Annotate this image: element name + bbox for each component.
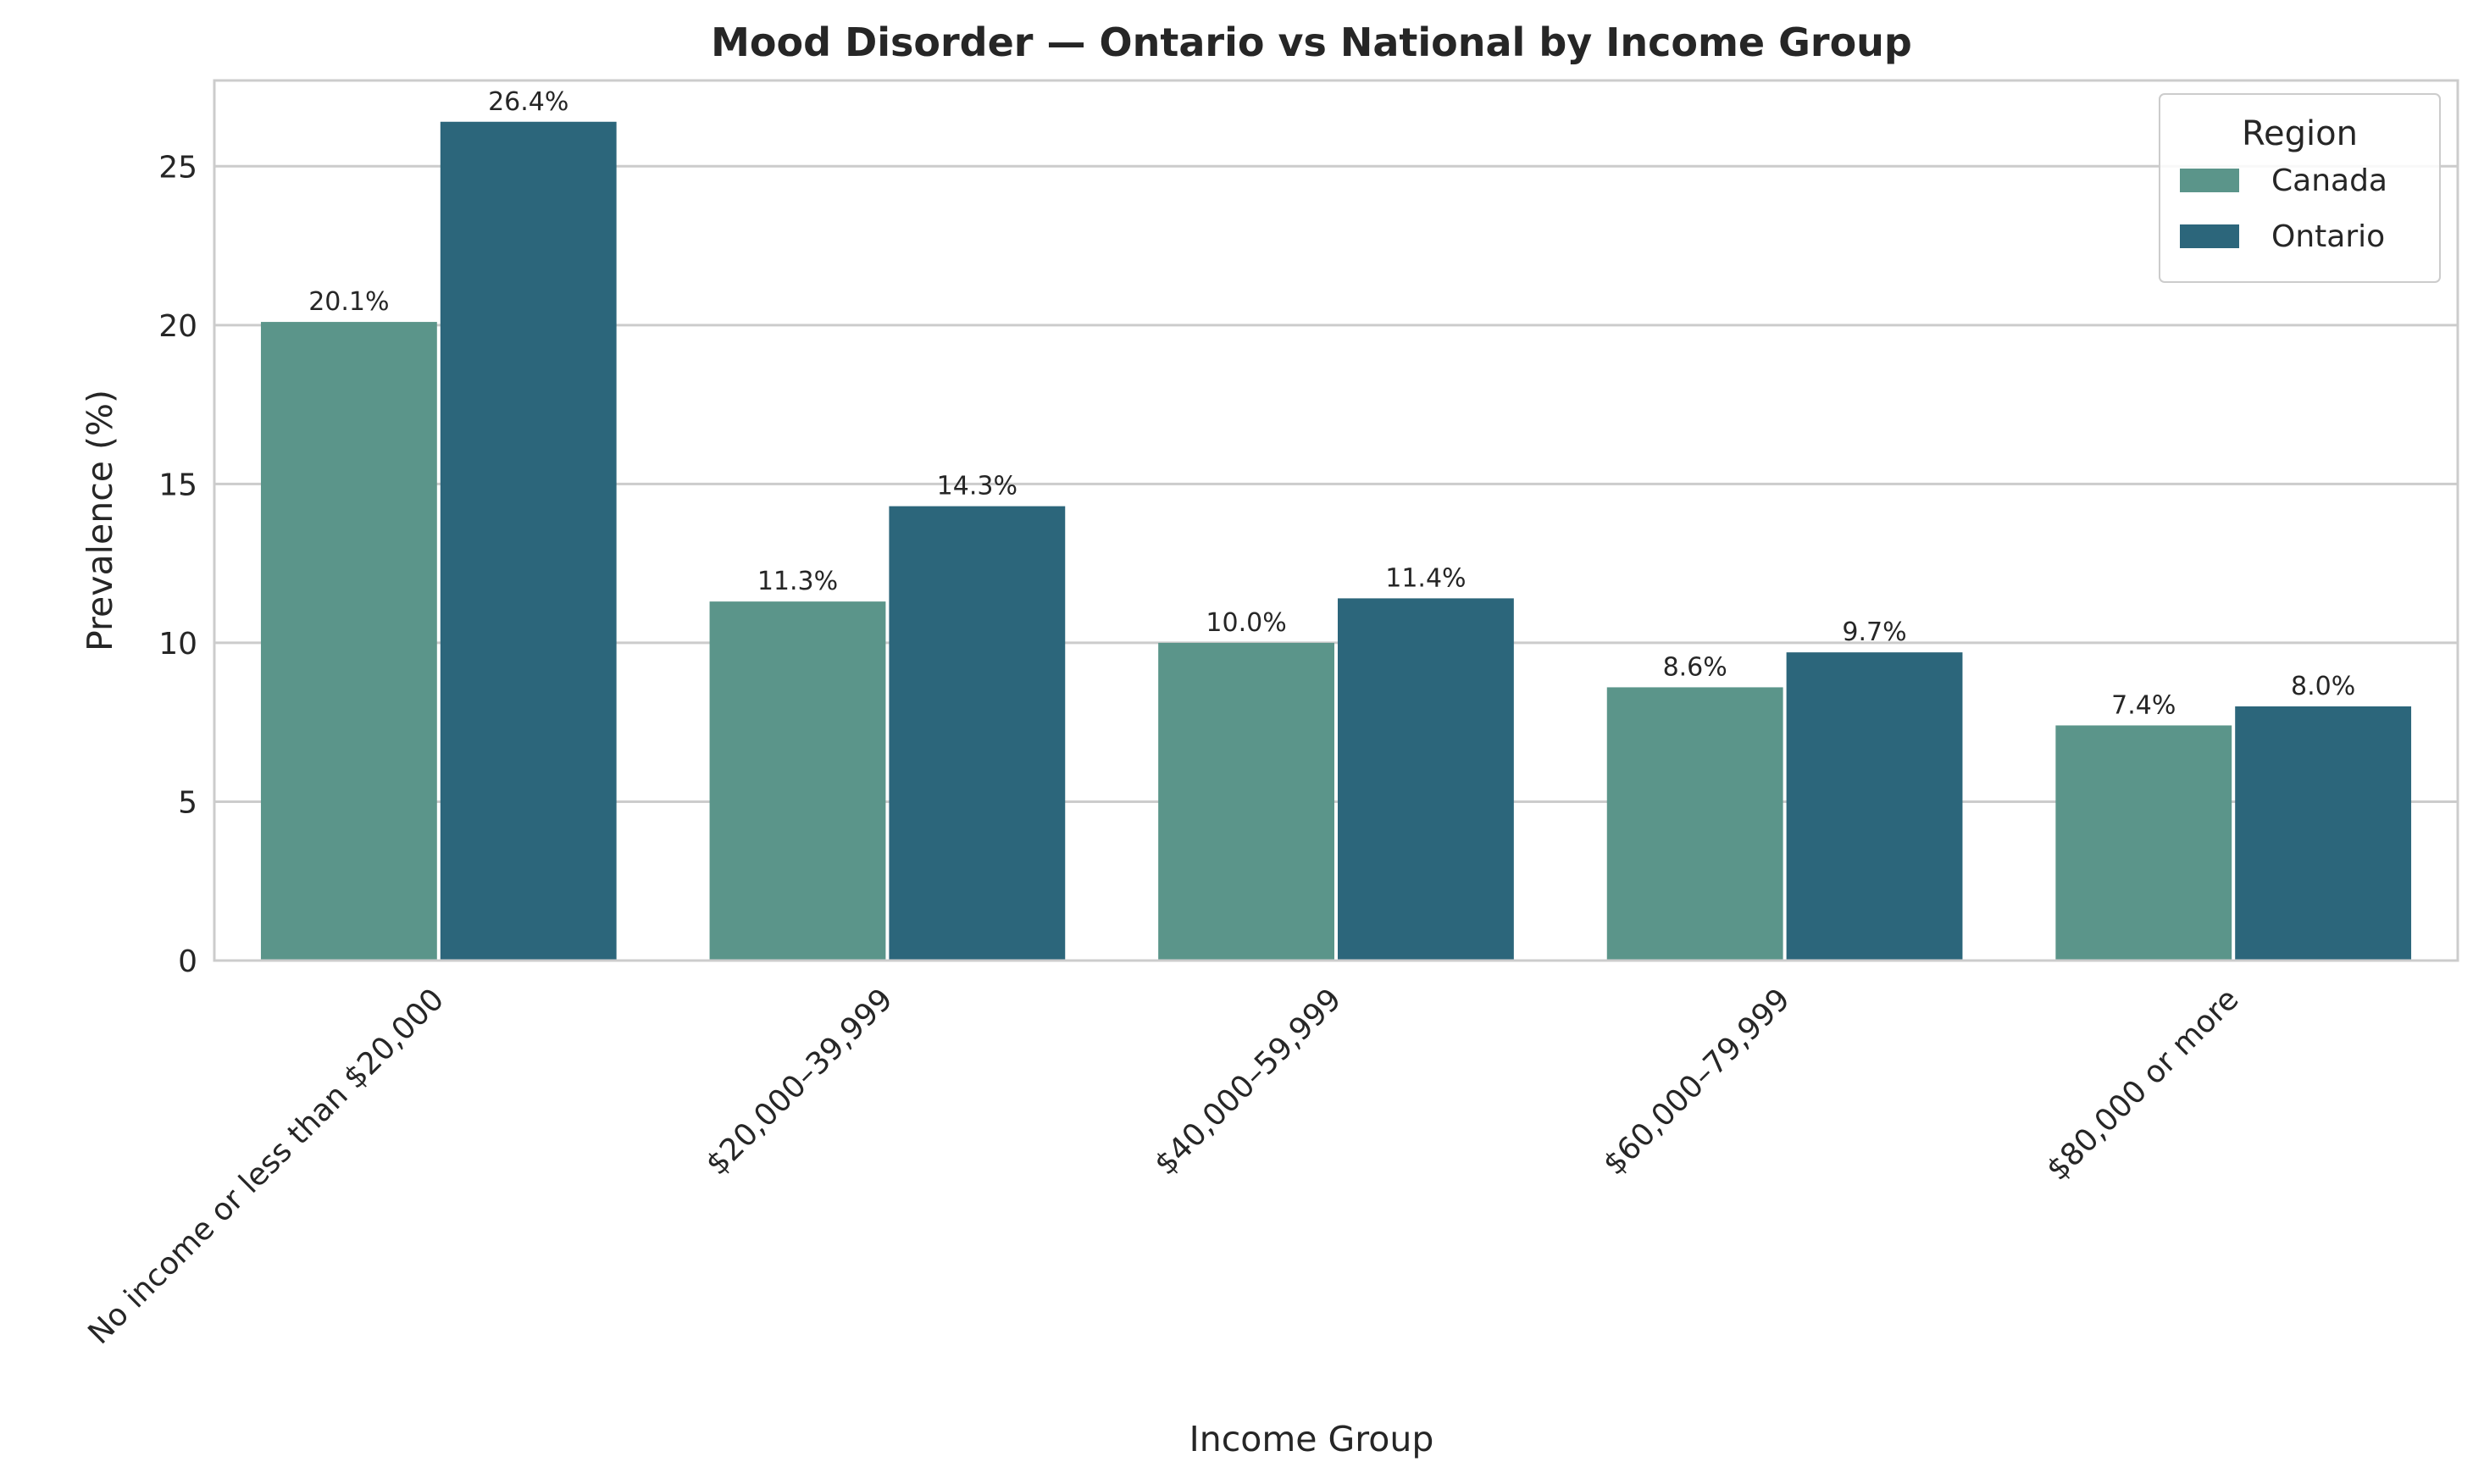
y-axis: 0 5 10 15 20 25 [158, 150, 197, 979]
y-tick-label: 20 [158, 309, 197, 344]
bar-ontario [440, 121, 617, 961]
y-tick-label: 0 [178, 944, 197, 979]
data-label: 8.0% [2291, 672, 2355, 701]
bar-canada [1158, 642, 1334, 961]
y-tick-label: 10 [158, 627, 197, 662]
bar-ontario [2235, 706, 2412, 961]
y-tick-label: 5 [178, 785, 197, 820]
data-label: 20.1% [308, 287, 389, 317]
x-axis-label: Income Group [1189, 1419, 1434, 1459]
data-label: 7.4% [2111, 690, 2176, 720]
bar-ontario [1338, 598, 1514, 961]
y-tick-label: 15 [158, 468, 197, 502]
y-axis-label: Prevalence (%) [80, 390, 120, 651]
bar-canada [2055, 725, 2232, 961]
data-label: 9.7% [1842, 617, 1906, 647]
data-label: 11.4% [1385, 563, 1466, 593]
legend-swatch-canada [2180, 169, 2239, 192]
data-label: 10.0% [1206, 608, 1286, 638]
bar-canada [260, 322, 437, 961]
chart-title: Mood Disorder — Ontario vs National by I… [711, 19, 1912, 65]
legend: Region Canada Ontario [2159, 93, 2441, 283]
bar-canada [709, 601, 886, 961]
bar-ontario [889, 506, 1066, 961]
y-tick-label: 25 [158, 150, 197, 185]
bars [260, 121, 2412, 961]
data-label: 26.4% [488, 87, 568, 117]
plot-frame [213, 79, 2459, 962]
bar-canada [1606, 687, 1783, 961]
legend-items: Canada Ontario [2180, 163, 2387, 254]
bar-ontario [1786, 652, 1963, 961]
legend-label-canada: Canada [2271, 163, 2387, 198]
data-label: 14.3% [937, 472, 1017, 501]
legend-swatch-ontario [2180, 224, 2239, 248]
legend-title: Region [2242, 114, 2358, 153]
data-labels: 20.1% 26.4% 11.3% 14.3% 10.0% 11.4% 8.6% 9.7% 7.… [308, 87, 2355, 721]
data-label: 11.3% [757, 567, 838, 596]
legend-label-ontario: Ontario [2271, 219, 2385, 254]
data-label: 8.6% [1663, 652, 1727, 682]
